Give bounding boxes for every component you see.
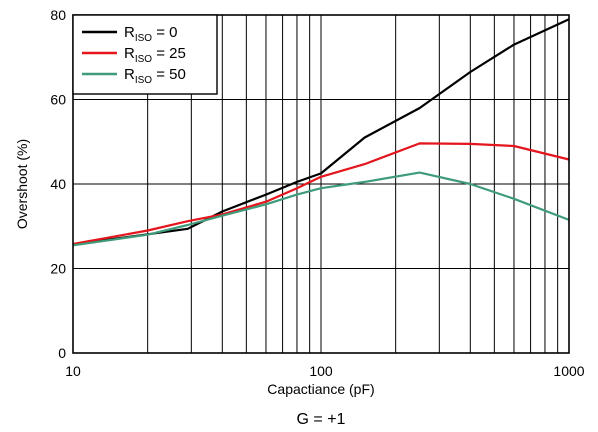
x-axis-label: Capactiance (pF)	[267, 381, 374, 397]
series-line-0	[72, 18, 570, 246]
legend-box	[72, 14, 218, 95]
y-tick-label: 40	[50, 176, 66, 192]
y-axis-label: Overshoot (%)	[14, 139, 30, 229]
y-tick-label: 20	[50, 261, 66, 277]
x-tick-label: 10	[65, 363, 81, 379]
y-tick-label: 0	[58, 345, 66, 361]
series-lines	[72, 18, 570, 247]
legend-label-2: RISO = 50	[124, 66, 186, 86]
plot-frame	[72, 14, 570, 354]
tick-labels: 0 20 40 60 80 10 100 1000	[50, 7, 584, 379]
series-line-1	[72, 142, 570, 246]
y-tick-label: 60	[50, 92, 66, 108]
legend-label-0: RISO = 0	[124, 24, 178, 44]
y-tick-label: 80	[50, 7, 66, 23]
legend-label-1: RISO = 25	[124, 45, 186, 65]
x-tick-label: 1000	[553, 363, 584, 379]
x-tick-label: 100	[309, 363, 333, 379]
gain-footer-label: G = +1	[297, 411, 346, 428]
series-line-2	[72, 171, 570, 247]
